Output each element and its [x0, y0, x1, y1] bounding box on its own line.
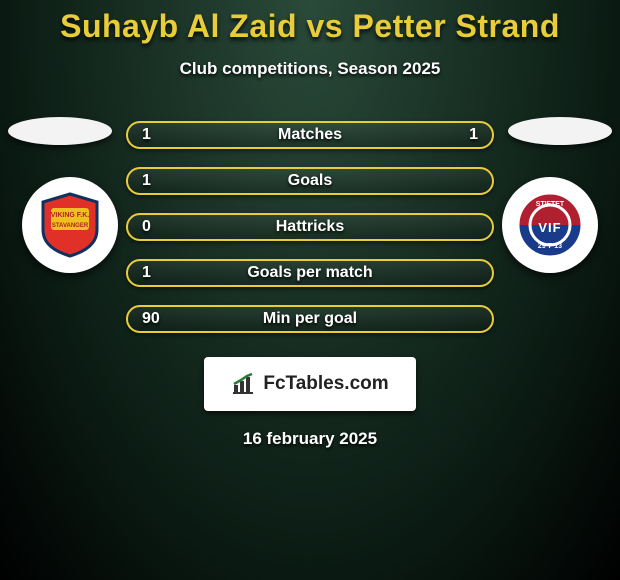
svg-text:VIF: VIF: [538, 220, 561, 235]
page-subtitle: Club competitions, Season 2025: [0, 59, 620, 79]
valerenga-if-icon: STIFTET VIF 29·7·13: [515, 190, 585, 260]
player-marker-left: [8, 117, 112, 145]
stat-left-value: 1: [142, 264, 151, 282]
page-title: Suhayb Al Zaid vs Petter Strand: [0, 0, 620, 45]
stat-row: 1 Goals: [126, 167, 494, 195]
stat-label: Hattricks: [128, 218, 492, 236]
stat-label: Goals: [128, 172, 492, 190]
brand-panel: FcTables.com: [204, 357, 416, 411]
stat-left-value: 0: [142, 218, 151, 236]
stat-row: 0 Hattricks: [126, 213, 494, 241]
stat-row: 90 Min per goal: [126, 305, 494, 333]
stat-right-value: 1: [469, 126, 478, 144]
viking-fk-icon: VIKING F.K. STAVANGER: [35, 190, 105, 260]
stats-list: 1 Matches 1 1 Goals 0 Hattricks 1 Goals …: [126, 121, 494, 333]
brand-label: FcTables.com: [263, 373, 388, 395]
svg-text:STAVANGER: STAVANGER: [52, 223, 89, 229]
stat-left-value: 90: [142, 310, 160, 328]
stat-row: 1 Goals per match: [126, 259, 494, 287]
stat-label: Goals per match: [128, 264, 492, 282]
stat-left-value: 1: [142, 172, 151, 190]
player-marker-right: [508, 117, 612, 145]
club-badge-left: VIKING F.K. STAVANGER: [22, 177, 118, 273]
svg-text:VIKING F.K.: VIKING F.K.: [51, 212, 90, 219]
stat-label: Matches: [128, 126, 492, 144]
comparison-panel: VIKING F.K. STAVANGER STIFTET VIF 29·7·1…: [0, 121, 620, 449]
bar-chart-icon: [231, 371, 257, 397]
club-badge-right: STIFTET VIF 29·7·13: [502, 177, 598, 273]
svg-text:29·7·13: 29·7·13: [538, 243, 562, 250]
generation-date: 16 february 2025: [0, 429, 620, 449]
svg-text:STIFTET: STIFTET: [536, 201, 565, 208]
stat-row: 1 Matches 1: [126, 121, 494, 149]
stat-left-value: 1: [142, 126, 151, 144]
stat-label: Min per goal: [128, 310, 492, 328]
